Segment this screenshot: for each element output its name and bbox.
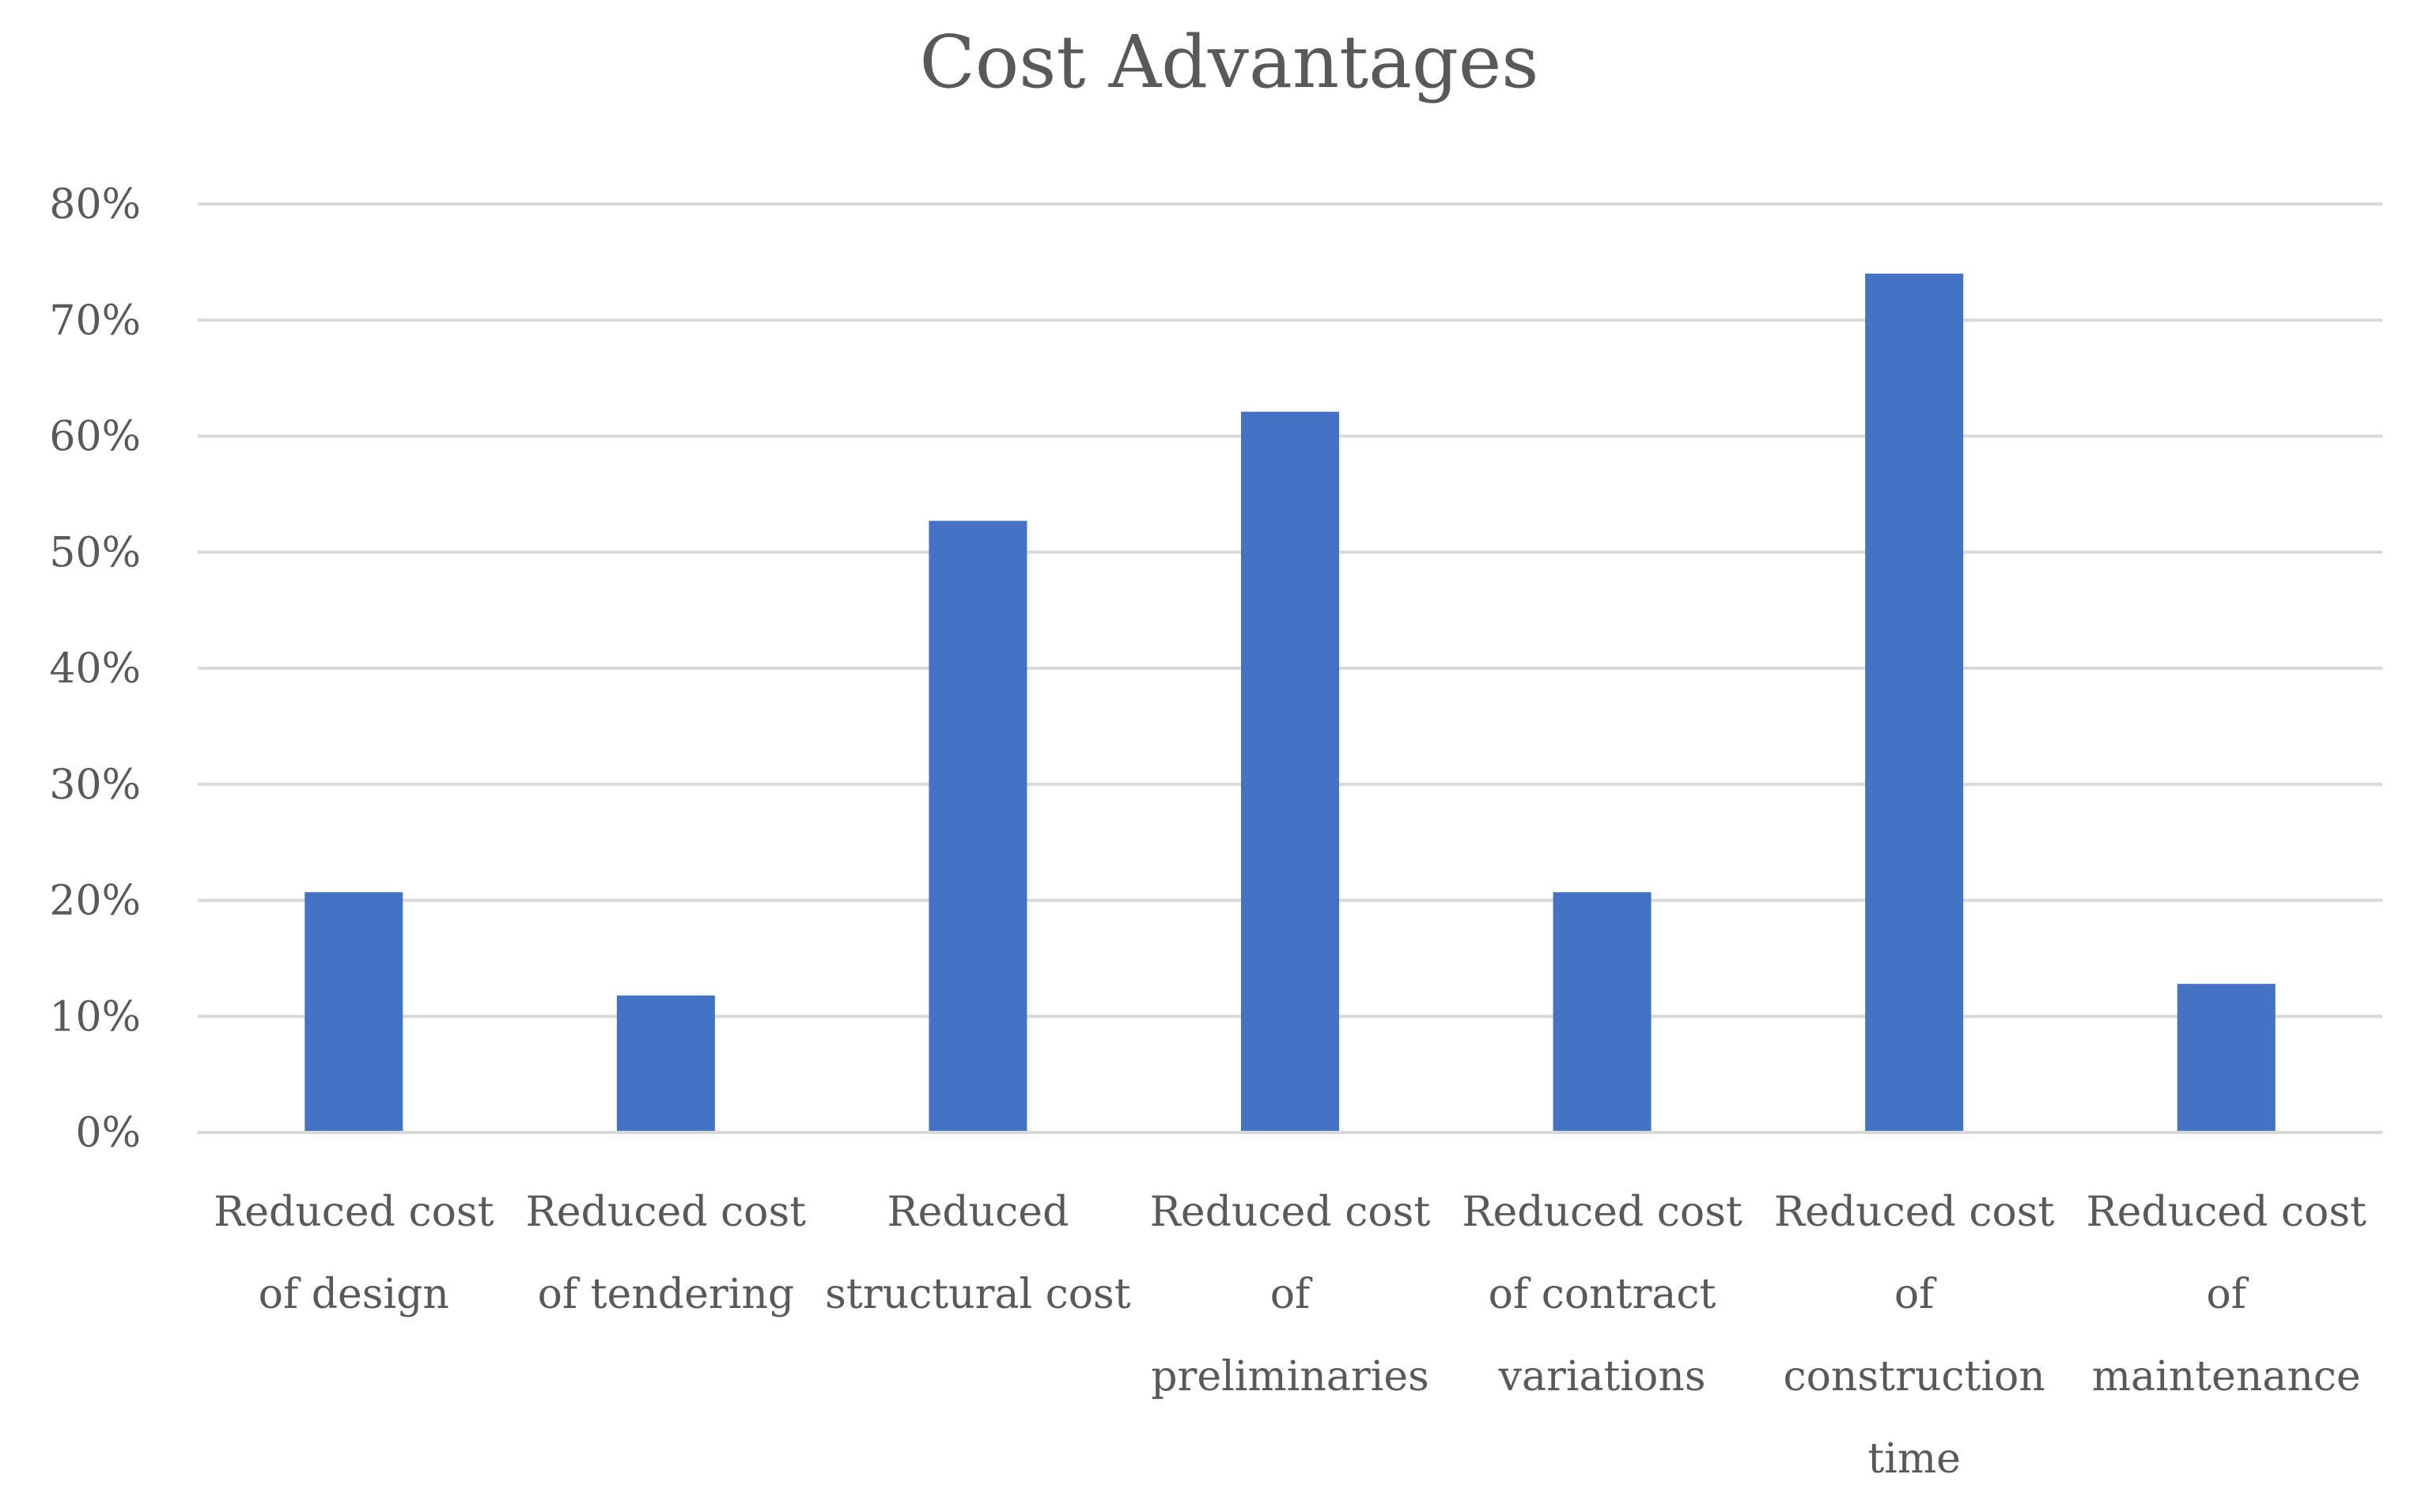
y-tick-label: 60% (49, 414, 141, 461)
x-category-label-line: construction (1783, 1353, 2045, 1400)
bar (305, 892, 403, 1132)
y-axis-tick-labels: 0% 10% 20% 30% 40% 50% 60% 70% 80% (49, 181, 141, 1157)
x-category-label-line: Reduced cost (526, 1189, 807, 1236)
x-category-label-line: maintenance (2092, 1353, 2361, 1400)
x-category-label-line: of (1894, 1271, 1937, 1318)
bar (929, 520, 1027, 1132)
x-category-label-line: of (2206, 1271, 2249, 1318)
y-tick-label: 30% (49, 762, 141, 809)
bar (1241, 411, 1339, 1132)
bar (1553, 892, 1652, 1132)
bar (1865, 274, 1964, 1132)
x-axis-category-labels: Reduced cost of design Reduced cost of tend… (214, 1189, 2367, 1483)
x-category-label-line: structural cost (825, 1271, 1131, 1318)
x-category-label: Reduced cost of construction time (1774, 1189, 2055, 1483)
bars (305, 274, 2276, 1132)
y-tick-label: 20% (49, 878, 141, 925)
x-category-label-line: time (1867, 1435, 1961, 1483)
bar (616, 995, 715, 1132)
chart-title: Cost Advantages (920, 20, 1539, 104)
x-category-label-line: Reduced cost (2086, 1189, 2367, 1236)
x-category-label-line: of design (259, 1271, 449, 1318)
x-category-label: Reduced cost of preliminaries (1150, 1189, 1431, 1400)
x-category-label: Reduced cost of contract variations (1462, 1189, 1742, 1400)
y-tick-label: 50% (49, 529, 141, 576)
bar (2177, 984, 2276, 1132)
x-category-label: Reduced cost of tendering (526, 1189, 807, 1318)
x-category-label-line: Reduced cost (214, 1189, 494, 1236)
x-category-label-line: Reduced cost (1150, 1189, 1431, 1236)
x-category-label-line: variations (1498, 1353, 1706, 1400)
x-category-label-line: Reduced cost (1462, 1189, 1742, 1236)
y-tick-label: 0% (76, 1109, 142, 1157)
x-category-label: Reduced cost of design (214, 1189, 494, 1318)
x-category-label-line: of contract (1489, 1271, 1716, 1318)
x-category-label: Reduced structural cost (825, 1189, 1131, 1318)
x-category-label-line: of tendering (538, 1271, 795, 1318)
x-category-label: Reduced cost of maintenance (2086, 1189, 2367, 1400)
x-category-label-line: preliminaries (1151, 1353, 1429, 1400)
y-tick-label: 40% (49, 645, 141, 693)
y-tick-label: 80% (49, 181, 141, 229)
x-category-label-line: Reduced (887, 1189, 1069, 1236)
x-category-label-line: Reduced cost (1774, 1189, 2055, 1236)
x-category-label-line: of (1270, 1271, 1313, 1318)
y-tick-label: 70% (49, 297, 141, 345)
y-tick-label: 10% (49, 993, 141, 1041)
